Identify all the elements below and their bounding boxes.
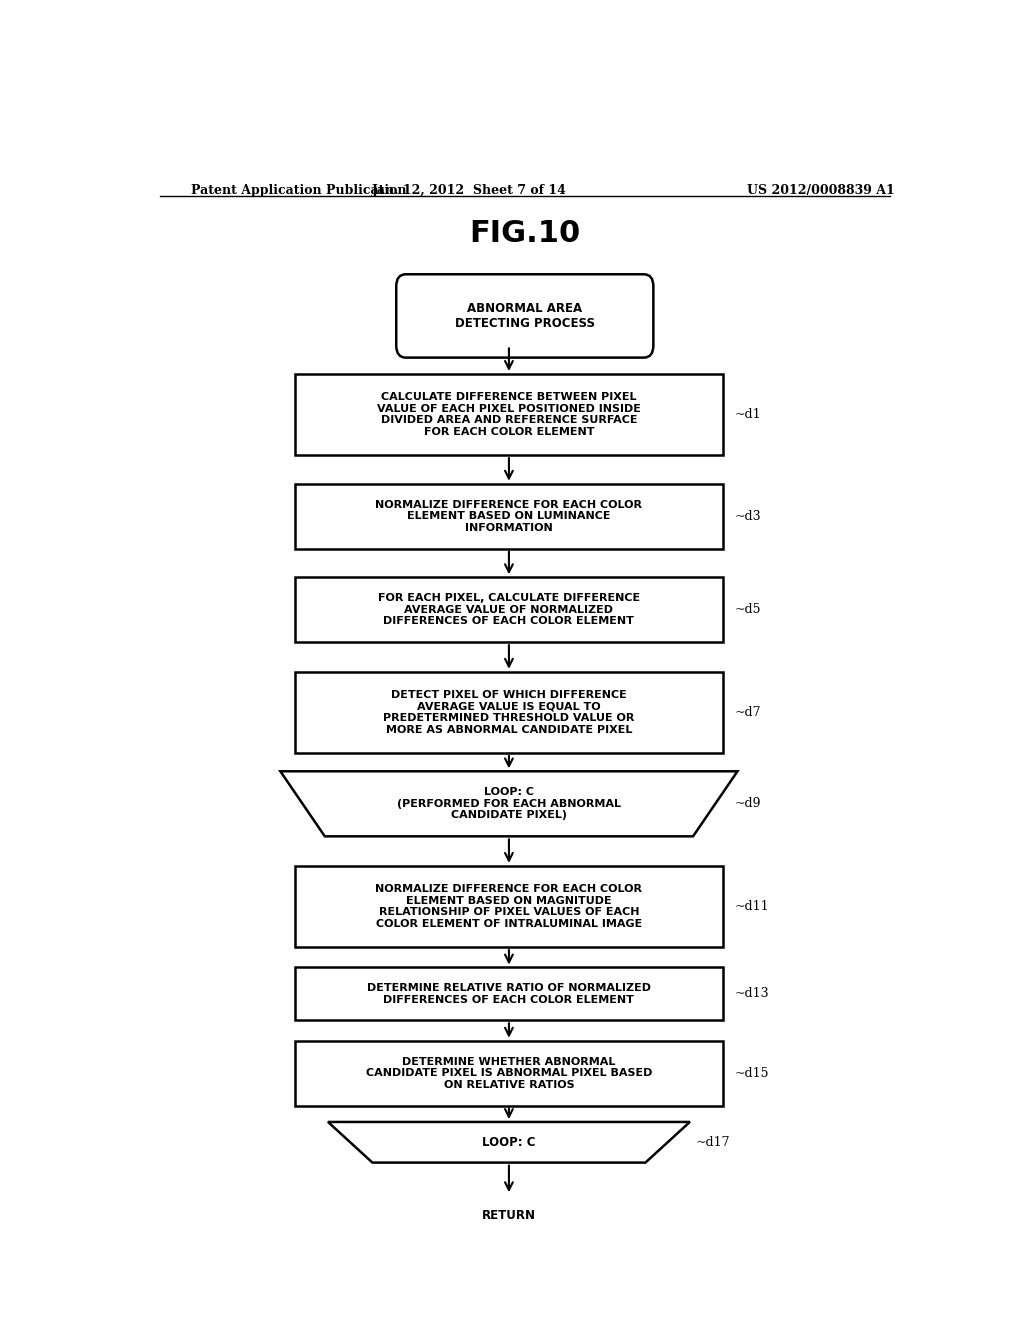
Text: DETERMINE RELATIVE RATIO OF NORMALIZED
DIFFERENCES OF EACH COLOR ELEMENT: DETERMINE RELATIVE RATIO OF NORMALIZED D… — [367, 983, 651, 1005]
Text: ~d7: ~d7 — [735, 706, 762, 719]
FancyBboxPatch shape — [295, 968, 723, 1020]
Text: ABNORMAL AREA
DETECTING PROCESS: ABNORMAL AREA DETECTING PROCESS — [455, 302, 595, 330]
FancyBboxPatch shape — [295, 672, 723, 752]
Text: CALCULATE DIFFERENCE BETWEEN PIXEL
VALUE OF EACH PIXEL POSITIONED INSIDE
DIVIDED: CALCULATE DIFFERENCE BETWEEN PIXEL VALUE… — [377, 392, 641, 437]
FancyBboxPatch shape — [396, 275, 653, 358]
Text: ~d9: ~d9 — [735, 797, 762, 810]
FancyBboxPatch shape — [295, 374, 723, 455]
FancyBboxPatch shape — [295, 483, 723, 549]
Text: FOR EACH PIXEL, CALCULATE DIFFERENCE
AVERAGE VALUE OF NORMALIZED
DIFFERENCES OF : FOR EACH PIXEL, CALCULATE DIFFERENCE AVE… — [378, 593, 640, 626]
Text: US 2012/0008839 A1: US 2012/0008839 A1 — [748, 183, 895, 197]
Text: Patent Application Publication: Patent Application Publication — [191, 183, 407, 197]
Text: ~d11: ~d11 — [735, 900, 770, 913]
Polygon shape — [328, 1122, 690, 1163]
Text: DETERMINE WHETHER ABNORMAL
CANDIDATE PIXEL IS ABNORMAL PIXEL BASED
ON RELATIVE R: DETERMINE WHETHER ABNORMAL CANDIDATE PIX… — [366, 1056, 652, 1090]
Text: RETURN: RETURN — [482, 1209, 536, 1222]
Text: NORMALIZE DIFFERENCE FOR EACH COLOR
ELEMENT BASED ON LUMINANCE
INFORMATION: NORMALIZE DIFFERENCE FOR EACH COLOR ELEM… — [376, 499, 642, 533]
FancyBboxPatch shape — [295, 577, 723, 643]
FancyBboxPatch shape — [295, 866, 723, 948]
Polygon shape — [281, 771, 737, 837]
Text: LOOP: C: LOOP: C — [482, 1135, 536, 1148]
FancyBboxPatch shape — [404, 1183, 613, 1247]
Text: ~d3: ~d3 — [735, 510, 762, 523]
Text: ~d17: ~d17 — [695, 1135, 730, 1148]
Text: ~d5: ~d5 — [735, 603, 762, 616]
FancyBboxPatch shape — [295, 1040, 723, 1106]
Text: Jan. 12, 2012  Sheet 7 of 14: Jan. 12, 2012 Sheet 7 of 14 — [372, 183, 566, 197]
Text: LOOP: C
(PERFORMED FOR EACH ABNORMAL
CANDIDATE PIXEL): LOOP: C (PERFORMED FOR EACH ABNORMAL CAN… — [397, 787, 621, 821]
Text: NORMALIZE DIFFERENCE FOR EACH COLOR
ELEMENT BASED ON MAGNITUDE
RELATIONSHIP OF P: NORMALIZE DIFFERENCE FOR EACH COLOR ELEM… — [376, 884, 642, 929]
Text: ~d1: ~d1 — [735, 408, 762, 421]
Text: ~d13: ~d13 — [735, 987, 770, 1001]
Text: ~d15: ~d15 — [735, 1067, 770, 1080]
Text: FIG.10: FIG.10 — [469, 219, 581, 248]
Text: DETECT PIXEL OF WHICH DIFFERENCE
AVERAGE VALUE IS EQUAL TO
PREDETERMINED THRESHO: DETECT PIXEL OF WHICH DIFFERENCE AVERAGE… — [383, 690, 635, 735]
